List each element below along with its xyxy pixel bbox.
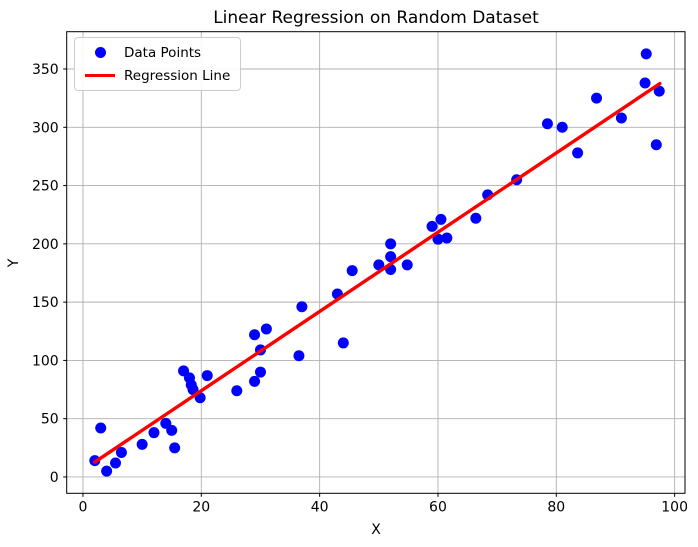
data-point [556,121,568,133]
legend-label-data-points: Data Points [124,44,202,61]
data-point [401,259,413,271]
data-point [572,147,584,159]
data-point [296,301,308,313]
data-point [426,220,438,232]
data-point [148,427,160,439]
regression-line [93,81,662,464]
tick-marks [63,68,676,497]
y-tick-label: 150 [32,295,59,311]
data-point [187,384,199,396]
x-axis-label: X [371,522,381,538]
y-tick-label: 250 [32,179,59,195]
data-point [346,265,358,277]
chart-title: Linear Regression on Random Dataset [213,8,539,28]
line-marker-icon [85,73,115,78]
x-tick-label: 0 [79,499,88,515]
data-point [639,77,651,89]
data-point [591,92,603,104]
y-tick-label: 100 [32,353,59,369]
x-tick-label: 100 [661,499,688,515]
legend-swatch [83,47,117,58]
grid-lines [66,31,685,494]
data-point [166,424,178,436]
data-point [541,118,553,130]
data-point [249,375,261,387]
data-point [653,85,665,97]
x-tick-label: 80 [547,499,565,515]
legend-swatch [83,73,117,78]
plot-frame [66,31,686,494]
data-point [115,447,127,459]
data-point [101,465,113,477]
data-point [254,366,266,378]
scatter-series [89,48,665,477]
scatter-marker-icon [94,47,106,58]
data-point [293,350,305,362]
y-tick-label: 50 [41,412,59,428]
data-point [432,233,444,245]
y-tick-label: 0 [50,470,59,486]
data-point [337,337,349,349]
data-point [435,213,447,225]
data-point [470,212,482,224]
y-tick-label: 350 [32,62,59,78]
y-tick-label: 300 [32,120,59,136]
data-point [640,48,652,60]
y-tick-label: 200 [32,237,59,253]
data-point [385,238,397,250]
legend-label-regression-line: Regression Line [124,67,231,84]
data-point [231,385,243,397]
x-tick-label: 20 [192,499,210,515]
data-point [136,438,148,450]
x-tick-label: 40 [311,499,329,515]
x-tick-label: 60 [429,499,447,515]
data-point [650,139,662,151]
data-point [201,370,213,382]
data-point [249,329,261,341]
data-point [615,112,627,124]
data-point [110,457,122,469]
legend-item-data-points: Data Points [83,43,230,62]
legend-item-regression-line: Regression Line [83,66,230,85]
tick-labels: 0 20 40 60 80 100 0 50 100 150 200 250 300 350 [32,62,688,515]
data-point [385,251,397,263]
legend: Data Points Regression Line [74,37,242,91]
data-point [95,422,107,434]
data-point [373,259,385,271]
data-point [260,323,272,335]
y-axis-label: Y [6,258,22,268]
data-point [441,232,453,244]
data-point [169,442,181,454]
